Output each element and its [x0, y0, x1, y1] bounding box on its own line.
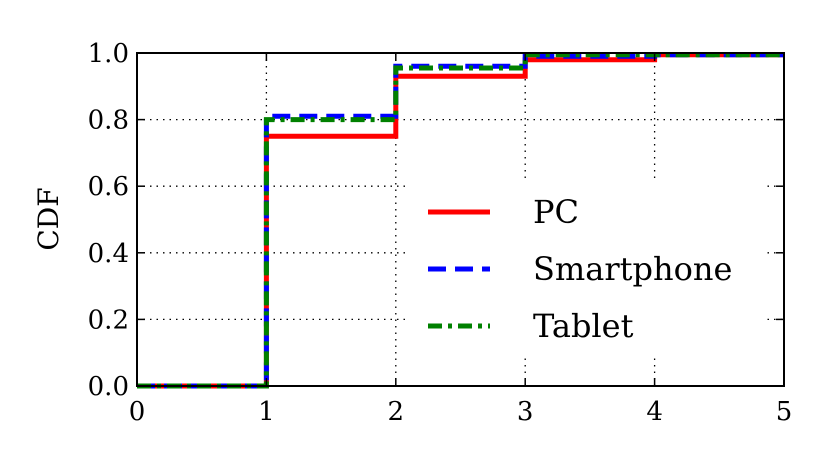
legend-label: PC [533, 193, 579, 231]
legend: PC Smartphone Tablet [408, 178, 766, 358]
x-tick-label: 5 [776, 397, 793, 427]
axis-ticks: 0 1 2 3 4 5 0.0 0.2 0.4 0.6 0.8 1.0 [88, 39, 793, 427]
y-tick-label: 0.0 [88, 372, 129, 402]
x-tick-label: 3 [517, 397, 534, 427]
x-tick-label: 4 [646, 397, 663, 427]
y-axis-label: CDF [32, 187, 65, 250]
y-tick-label: 0.6 [88, 172, 129, 202]
legend-label: Smartphone [533, 250, 732, 288]
y-tick-label: 0.2 [88, 305, 129, 335]
legend-label: Tablet [533, 307, 634, 345]
x-tick-label: 0 [129, 397, 146, 427]
y-tick-label: 0.4 [88, 239, 129, 269]
x-tick-label: 2 [388, 397, 405, 427]
y-tick-label: 0.8 [88, 106, 129, 136]
x-tick-label: 1 [258, 397, 275, 427]
series-line-tablet [137, 52, 784, 389]
y-tick-label: 1.0 [88, 39, 129, 69]
plot-frame [136, 52, 785, 387]
